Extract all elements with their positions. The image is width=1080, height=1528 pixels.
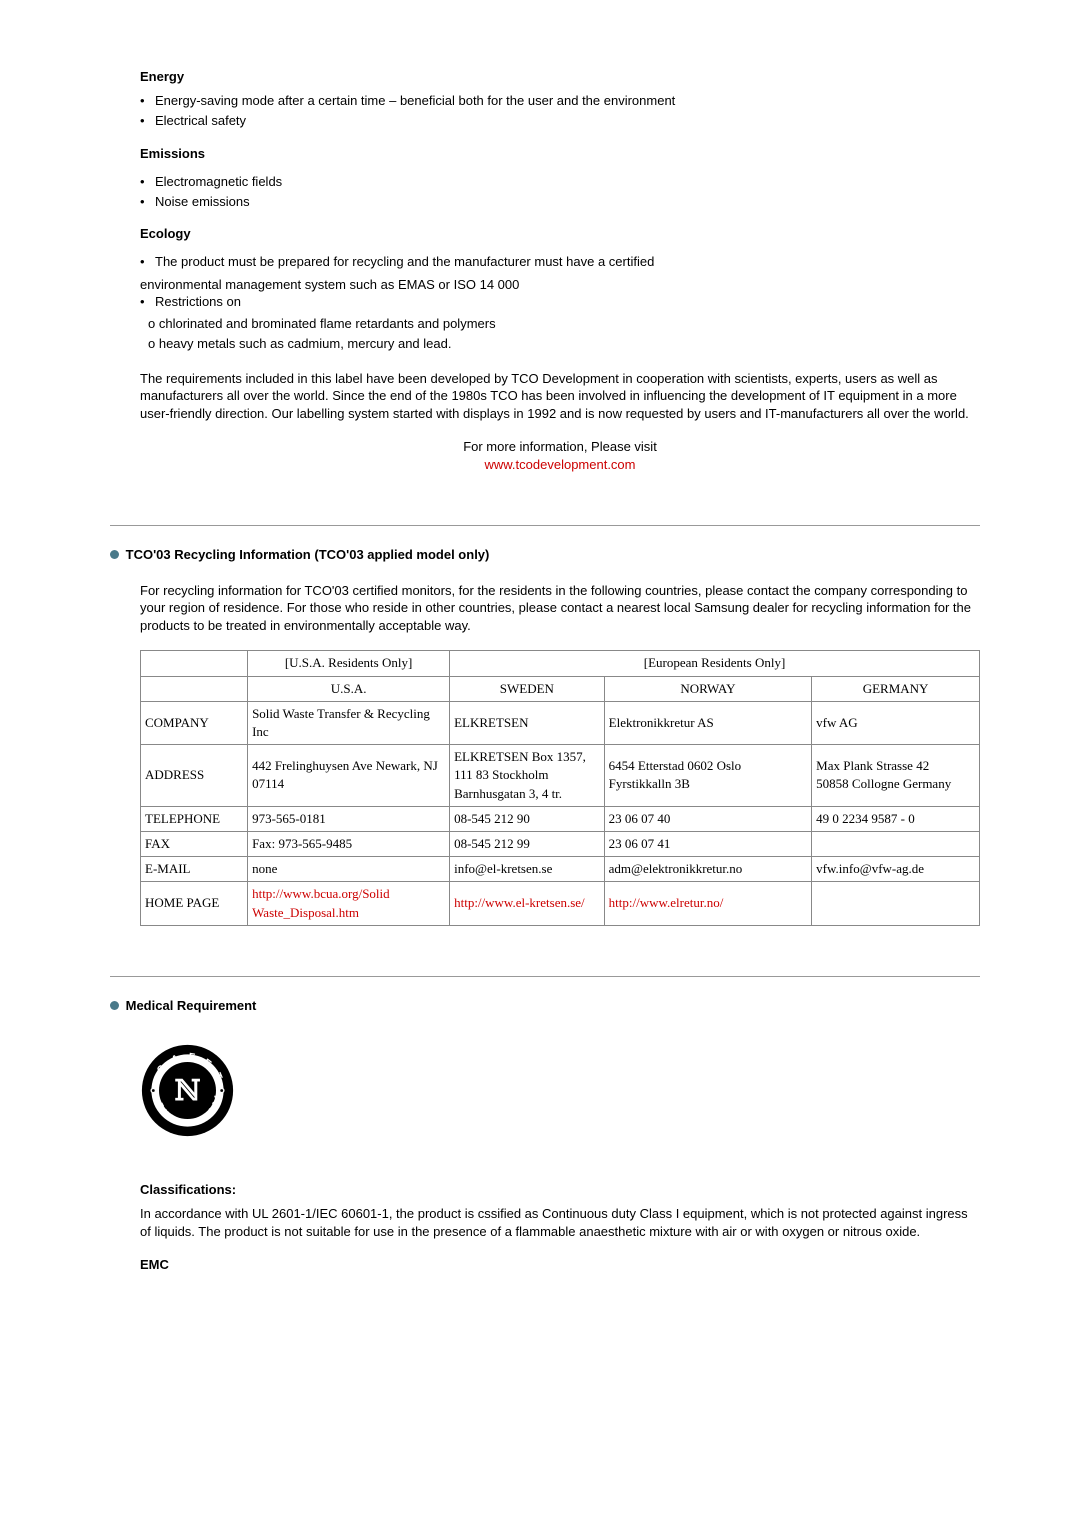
document-body: Energy Energy-saving mode after a certai…	[140, 68, 980, 475]
cell: vfw.info@vfw-ag.de	[812, 857, 980, 882]
row-label: E-MAIL	[141, 857, 248, 882]
ecology-list: The product must be prepared for recycli…	[140, 253, 980, 271]
medical-title: Medical Requirement	[126, 998, 257, 1013]
cell: none	[248, 857, 450, 882]
tco-link[interactable]: www.tcodevelopment.com	[484, 457, 635, 472]
recycling-title: TCO'03 Recycling Information (TCO'03 app…	[126, 547, 490, 562]
table-header-usa: U.S.A.	[248, 676, 450, 701]
table-row: COMPANY Solid Waste Transfer & Recycling…	[141, 701, 980, 744]
homepage-link-usa[interactable]: http://www.bcua.org/Solid Waste_Disposal…	[252, 886, 390, 919]
bullet-icon	[110, 1001, 119, 1010]
cell: Solid Waste Transfer & Recycling Inc	[248, 701, 450, 744]
list-item: Electromagnetic fields	[140, 173, 980, 191]
cell: Fax: 973-565-9485	[248, 831, 450, 856]
contact-table: [U.S.A. Residents Only] [European Reside…	[140, 650, 980, 925]
cell: 6454 Etterstad 0602 Oslo Fyrstikkalln 3B	[604, 745, 812, 807]
table-row: FAX Fax: 973-565-9485 08-545 212 99 23 0…	[141, 831, 980, 856]
classifications-text: In accordance with UL 2601-1/IEC 60601-1…	[140, 1205, 980, 1240]
homepage-link-sweden[interactable]: http://www.el-kretsen.se/	[454, 895, 585, 910]
table-row: TELEPHONE 973-565-0181 08-545 212 90 23 …	[141, 806, 980, 831]
table-header-norway: NORWAY	[604, 676, 812, 701]
cell	[812, 882, 980, 925]
table-header-sweden: SWEDEN	[450, 676, 605, 701]
cell: 08-545 212 99	[450, 831, 605, 856]
cell	[812, 831, 980, 856]
homepage-link-norway[interactable]: http://www.elretur.no/	[609, 895, 724, 910]
list-item: The product must be prepared for recycli…	[140, 253, 980, 271]
cell: 49 0 2234 9587 - 0	[812, 806, 980, 831]
row-label: COMPANY	[141, 701, 248, 744]
cell: ELKRETSEN	[450, 701, 605, 744]
cell: Max Plank Strasse 42 50858 Collogne Germ…	[812, 745, 980, 807]
table-header-blank2	[141, 676, 248, 701]
cell: 23 06 07 41	[604, 831, 812, 856]
list-item: Energy-saving mode after a certain time …	[140, 92, 980, 110]
cell: 442 Frelinghuysen Ave Newark, NJ 07114	[248, 745, 450, 807]
emissions-heading: Emissions	[140, 145, 980, 163]
cell: http://www.bcua.org/Solid Waste_Disposal…	[248, 882, 450, 925]
row-label: FAX	[141, 831, 248, 856]
cell: 23 06 07 40	[604, 806, 812, 831]
more-info-line: For more information, Please visit	[140, 438, 980, 456]
table-header-germany: GERMANY	[812, 676, 980, 701]
recycling-paragraph: For recycling information for TCO'03 cer…	[140, 582, 980, 635]
cell: 08-545 212 90	[450, 806, 605, 831]
classifications-heading: Classifications:	[140, 1181, 980, 1199]
energy-list: Energy-saving mode after a certain time …	[140, 92, 980, 130]
emissions-list: Electromagnetic fields Noise emissions	[140, 173, 980, 211]
list-item: Noise emissions	[140, 193, 980, 211]
table-row: [U.S.A. Residents Only] [European Reside…	[141, 651, 980, 676]
table-row: ADDRESS 442 Frelinghuysen Ave Newark, NJ…	[141, 745, 980, 807]
tco-paragraph: The requirements included in this label …	[140, 370, 980, 423]
row-label: HOME PAGE	[141, 882, 248, 925]
cell: ELKRETSEN Box 1357, 111 83 Stockholm Bar…	[450, 745, 605, 807]
table-header-eu-only: [European Residents Only]	[450, 651, 980, 676]
ecology-sub2: o heavy metals such as cadmium, mercury …	[140, 335, 980, 353]
medical-section: Medical Requirement S A F E T Y E N / I …	[110, 997, 980, 1275]
svg-text:ℕ: ℕ	[174, 1076, 200, 1107]
cell: Elektronikkretur AS	[604, 701, 812, 744]
recycling-title-row: TCO'03 Recycling Information (TCO'03 app…	[110, 546, 980, 564]
recycling-section: TCO'03 Recycling Information (TCO'03 app…	[110, 546, 980, 926]
table-row: HOME PAGE http://www.bcua.org/Solid Wast…	[141, 882, 980, 925]
ecology-list-2: Restrictions on	[140, 293, 980, 311]
section-divider	[110, 525, 980, 526]
cell: 973-565-0181	[248, 806, 450, 831]
table-row: U.S.A. SWEDEN NORWAY GERMANY	[141, 676, 980, 701]
list-item: Restrictions on	[140, 293, 980, 311]
cell: http://www.el-kretsen.se/	[450, 882, 605, 925]
cell: vfw AG	[812, 701, 980, 744]
cell: http://www.elretur.no/	[604, 882, 812, 925]
ecology-item1-line2: environmental management system such as …	[140, 276, 980, 294]
row-label: TELEPHONE	[141, 806, 248, 831]
list-item: Electrical safety	[140, 112, 980, 130]
tco-link-wrapper: www.tcodevelopment.com	[140, 456, 980, 474]
bullet-icon	[110, 550, 119, 559]
table-row: E-MAIL none info@el-kretsen.se adm@elekt…	[141, 857, 980, 882]
medical-title-row: Medical Requirement	[110, 997, 980, 1015]
cell: adm@elektronikkretur.no	[604, 857, 812, 882]
section-divider	[110, 976, 980, 977]
energy-heading: Energy	[140, 68, 980, 86]
cell: info@el-kretsen.se	[450, 857, 605, 882]
safety-logo-icon: S A F E T Y E N / I E C 6 0 6 0 1 ℕ	[140, 1043, 235, 1138]
ecology-heading: Ecology	[140, 225, 980, 243]
ecology-sub1: o chlorinated and brominated flame retar…	[140, 315, 980, 333]
table-header-usa-only: [U.S.A. Residents Only]	[248, 651, 450, 676]
ecology-item1-line1: The product must be prepared for recycli…	[155, 254, 654, 269]
table-header-blank	[141, 651, 248, 676]
emc-heading: EMC	[140, 1256, 980, 1274]
row-label: ADDRESS	[141, 745, 248, 807]
